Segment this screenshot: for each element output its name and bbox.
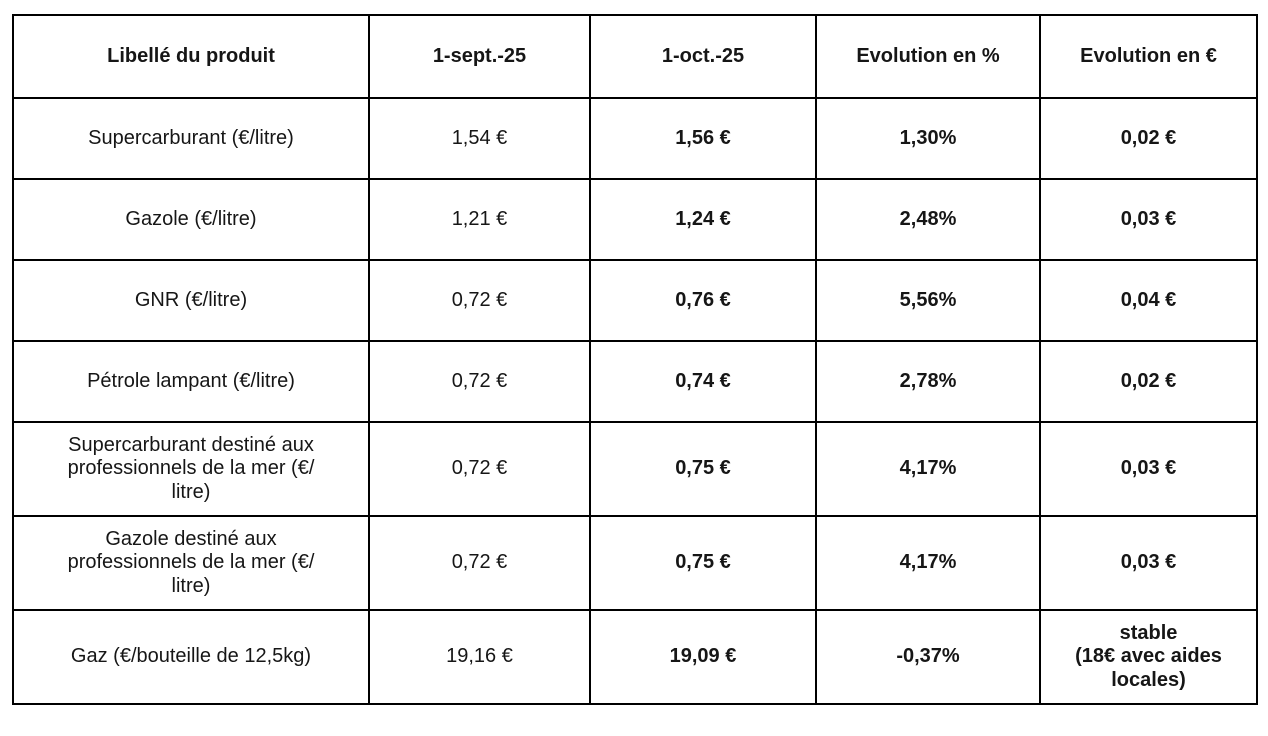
oct-price-cell: 19,09 € (589, 609, 817, 705)
product-cell: Supercarburant destiné aux professionnel… (12, 421, 370, 517)
evolution-eur-cell: 0,03 € (1039, 178, 1258, 261)
oct-price-cell: 1,24 € (589, 178, 817, 261)
column-header-sept: 1-sept.-25 (368, 14, 591, 99)
sept-price-cell: 19,16 € (368, 609, 591, 705)
oct-price-cell: 0,76 € (589, 259, 817, 342)
oct-price-cell: 0,75 € (589, 515, 817, 611)
oct-price-cell: 0,75 € (589, 421, 817, 517)
oct-price-cell: 1,56 € (589, 97, 817, 180)
evolution-eur-cell: 0,02 € (1039, 340, 1258, 423)
sept-price-cell: 1,54 € (368, 97, 591, 180)
sept-price-cell: 0,72 € (368, 515, 591, 611)
evolution-pct-cell: -0,37% (815, 609, 1041, 705)
oct-price-cell: 0,74 € (589, 340, 817, 423)
header-row: Libellé du produit 1-sept.-25 1-oct.-25 … (12, 14, 1258, 99)
column-header-product: Libellé du produit (12, 14, 370, 99)
sept-price-cell: 0,72 € (368, 421, 591, 517)
table-row: Gaz (€/bouteille de 12,5kg) 19,16 € 19,0… (12, 609, 1258, 705)
sept-price-cell: 0,72 € (368, 340, 591, 423)
product-cell: Gaz (€/bouteille de 12,5kg) (12, 609, 370, 705)
table-row: Supercarburant destiné aux professionnel… (12, 421, 1258, 517)
product-cell: Gazole (€/litre) (12, 178, 370, 261)
evolution-pct-cell: 2,78% (815, 340, 1041, 423)
table-row: Supercarburant (€/litre) 1,54 € 1,56 € 1… (12, 97, 1258, 180)
evolution-pct-cell: 4,17% (815, 515, 1041, 611)
evolution-pct-cell: 5,56% (815, 259, 1041, 342)
evolution-eur-cell: 0,02 € (1039, 97, 1258, 180)
evolution-eur-cell: 0,03 € (1039, 515, 1258, 611)
evolution-pct-cell: 4,17% (815, 421, 1041, 517)
product-cell: Pétrole lampant (€/litre) (12, 340, 370, 423)
table-row: Gazole destiné aux professionnels de la … (12, 515, 1258, 611)
evolution-eur-cell: stable (18€ avec aides locales) (1039, 609, 1258, 705)
evolution-eur-cell: 0,04 € (1039, 259, 1258, 342)
sept-price-cell: 1,21 € (368, 178, 591, 261)
column-header-evolution-pct: Evolution en % (815, 14, 1041, 99)
fuel-price-table: Libellé du produit 1-sept.-25 1-oct.-25 … (12, 14, 1258, 705)
sept-price-cell: 0,72 € (368, 259, 591, 342)
evolution-eur-cell: 0,03 € (1039, 421, 1258, 517)
evolution-pct-cell: 2,48% (815, 178, 1041, 261)
product-cell: Gazole destiné aux professionnels de la … (12, 515, 370, 611)
product-cell: GNR (€/litre) (12, 259, 370, 342)
evolution-pct-cell: 1,30% (815, 97, 1041, 180)
column-header-evolution-eur: Evolution en € (1039, 14, 1258, 99)
product-cell: Supercarburant (€/litre) (12, 97, 370, 180)
table-row: Pétrole lampant (€/litre) 0,72 € 0,74 € … (12, 340, 1258, 423)
table-row: Gazole (€/litre) 1,21 € 1,24 € 2,48% 0,0… (12, 178, 1258, 261)
column-header-oct: 1-oct.-25 (589, 14, 817, 99)
table-row: GNR (€/litre) 0,72 € 0,76 € 5,56% 0,04 € (12, 259, 1258, 342)
